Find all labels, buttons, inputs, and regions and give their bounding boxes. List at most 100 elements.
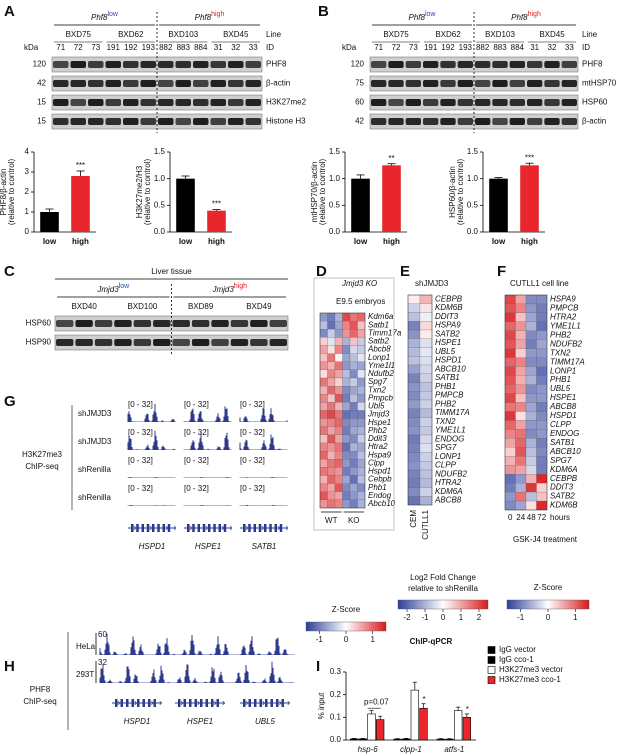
heat-cell (504, 321, 516, 331)
exon (197, 524, 200, 532)
gene-name: Phf8 (195, 13, 212, 22)
sample-id: 32 (231, 43, 240, 52)
gene-label: HSPE1 (435, 338, 461, 347)
heat-cell (342, 369, 351, 379)
heat-cell (357, 451, 366, 460)
gene-label: Yme1l1 (368, 361, 395, 370)
track-range: [0 - 32] (240, 456, 265, 465)
heat-cell (515, 420, 527, 430)
gene-label: SPG7 (550, 456, 572, 465)
exon (253, 524, 256, 532)
heat-cell (407, 452, 421, 462)
heat-cell (407, 321, 421, 331)
strand-arrow (173, 525, 177, 531)
heat-cell (319, 394, 328, 403)
band (175, 80, 191, 87)
heat-cell (319, 426, 328, 435)
heat-cell (515, 294, 527, 305)
band (210, 61, 226, 68)
heat-cell (319, 483, 328, 492)
gene-label: TIMM17A (550, 357, 585, 366)
exon (254, 699, 257, 707)
band (123, 80, 139, 87)
gene-name: HSPD1 (124, 717, 151, 726)
band (388, 80, 404, 87)
gene-label: TXN2 (550, 348, 571, 357)
y-axis-label: (relative to control) (143, 159, 152, 226)
heat-cell (407, 434, 421, 444)
heat-cell (536, 491, 548, 502)
band (228, 118, 244, 125)
row-label: Line (582, 30, 598, 39)
heat-cell (342, 394, 351, 403)
heat-cell (342, 442, 351, 452)
band (53, 118, 69, 125)
track-signal (127, 477, 176, 478)
heat-cell (357, 361, 366, 370)
strand-arrow (277, 525, 281, 531)
band (561, 118, 577, 125)
track-range: [0 - 32] (184, 428, 209, 437)
heat-cell (407, 496, 421, 506)
exon (265, 699, 268, 707)
heat-cell (407, 294, 421, 304)
track-range: [0 - 32] (184, 400, 209, 409)
y-axis-label: (relative to control) (456, 159, 465, 226)
band (210, 118, 226, 125)
y-tick-label: 1.5 (329, 147, 341, 156)
gene-label: CLPP (550, 420, 572, 429)
gene-name: HSPE1 (195, 542, 221, 551)
bar (462, 717, 471, 741)
band (544, 61, 560, 68)
gene-label: SATB1 (435, 373, 460, 382)
heat-cell (515, 357, 527, 367)
gene-label: Spg7 (368, 377, 387, 386)
heat-cell (536, 474, 548, 484)
track-signal (127, 403, 176, 422)
heat-cell (357, 410, 366, 419)
band (70, 80, 86, 87)
track-range: [0 - 32] (128, 428, 153, 437)
y-tick-label: 0.0 (330, 735, 342, 744)
gene-name: Phf8 (409, 13, 426, 22)
heat-cell (419, 452, 433, 462)
heat-cell (419, 426, 433, 436)
heat-cell (515, 447, 527, 457)
track-signal (239, 434, 288, 450)
column-unit: hours (550, 513, 570, 522)
track-range: [0 - 32] (128, 484, 153, 493)
kda: 60 (355, 98, 364, 107)
colorbar-tick-label: 1 (370, 635, 375, 644)
line-name: BXD62 (118, 30, 144, 39)
heat-cell (349, 337, 358, 346)
heat-cell (407, 373, 421, 383)
track-max: 32 (98, 658, 107, 667)
heat-cell (334, 434, 343, 444)
heat-cell (357, 386, 366, 395)
heat-cell (319, 434, 328, 444)
heat-cell (504, 375, 516, 385)
y-axis-label: HSP60/β-actin (448, 166, 457, 218)
x-tick-label: high (383, 237, 400, 246)
heat-cell (419, 338, 433, 348)
band (371, 80, 387, 87)
band (561, 99, 577, 106)
band (70, 61, 86, 68)
heat-cell (407, 487, 421, 497)
heat-cell (334, 353, 343, 362)
heat-cell (525, 393, 537, 403)
heat-cell (407, 469, 421, 479)
heat-cell (342, 451, 351, 460)
exon (187, 524, 190, 532)
heat-cell (349, 459, 358, 468)
heat-cell (407, 408, 421, 418)
x-tick-label: clpp-1 (400, 745, 422, 754)
gene-label: KDM6B (435, 303, 463, 312)
sample-id: 883 (493, 43, 507, 52)
gene-label: Phb1 (368, 483, 387, 492)
track-signal (183, 477, 232, 478)
band (544, 118, 560, 125)
exon (131, 699, 134, 707)
bar (351, 178, 370, 232)
exon (120, 699, 123, 707)
